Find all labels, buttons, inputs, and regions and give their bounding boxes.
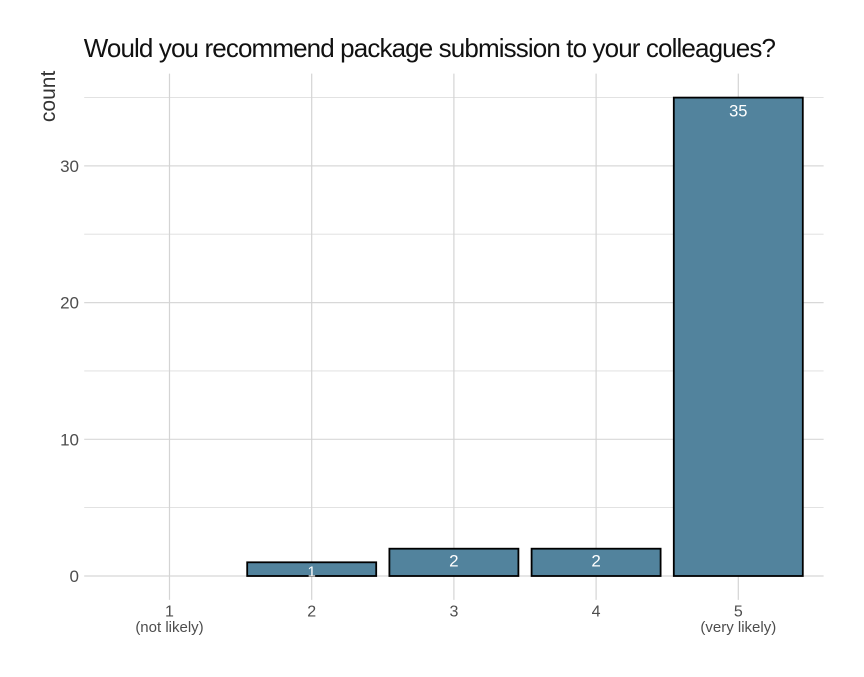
svg-text:count: count bbox=[37, 71, 60, 123]
svg-text:2: 2 bbox=[591, 552, 600, 571]
svg-text:35: 35 bbox=[729, 103, 747, 121]
svg-text:3: 3 bbox=[449, 603, 458, 620]
svg-text:5: 5 bbox=[734, 603, 743, 620]
svg-text:30: 30 bbox=[60, 157, 79, 176]
svg-text:Would you recommend package su: Would you recommend package submission t… bbox=[84, 33, 776, 63]
svg-text:1: 1 bbox=[308, 564, 316, 581]
svg-text:(very likely): (very likely) bbox=[700, 619, 776, 636]
svg-text:0: 0 bbox=[70, 567, 79, 586]
svg-text:20: 20 bbox=[60, 294, 79, 313]
svg-text:(not likely): (not likely) bbox=[135, 619, 203, 636]
svg-text:10: 10 bbox=[60, 430, 79, 449]
svg-text:2: 2 bbox=[307, 603, 316, 620]
svg-text:4: 4 bbox=[592, 603, 601, 620]
svg-text:2: 2 bbox=[449, 552, 458, 571]
svg-text:1: 1 bbox=[165, 603, 174, 620]
